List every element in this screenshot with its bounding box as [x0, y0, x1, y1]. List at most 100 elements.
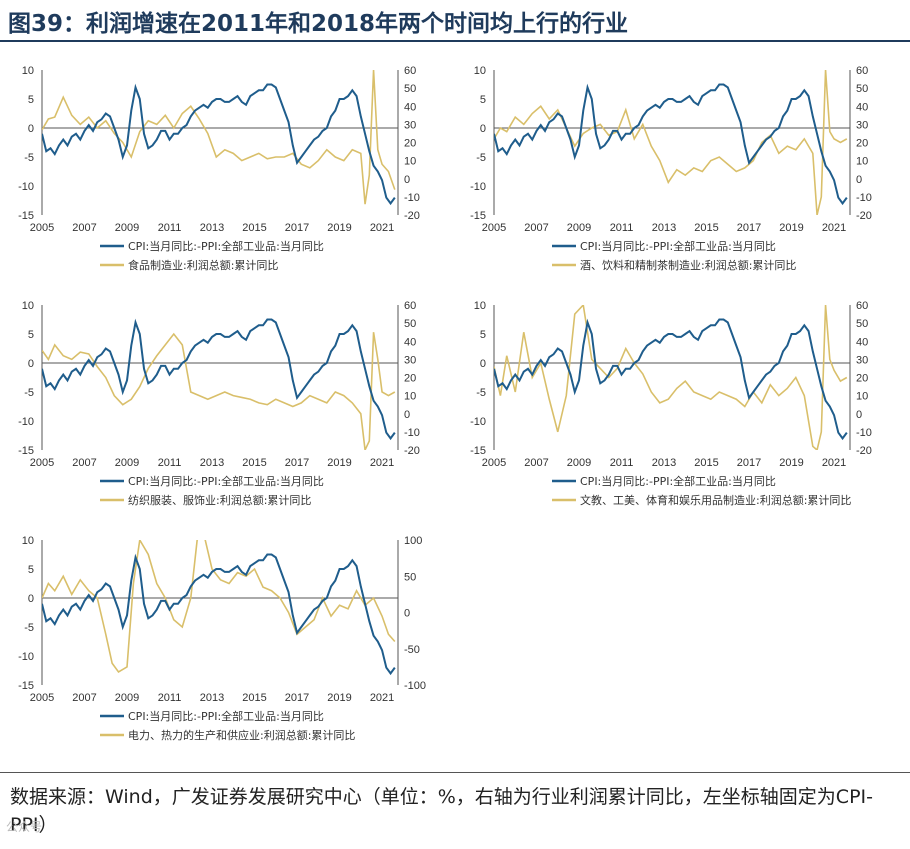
y-right-tick-label: -20 [404, 210, 420, 222]
x-tick-label: 2015 [694, 457, 718, 469]
y-left-tick-label: -10 [18, 416, 34, 428]
y-left-tick-label: 10 [474, 65, 486, 77]
x-tick-label: 2017 [737, 457, 761, 469]
cpi-ppi-line [42, 318, 396, 441]
y-right-tick-label: 40 [856, 336, 868, 348]
x-tick-label: 2019 [779, 457, 803, 469]
legend-label-cpi-ppi: CPI:当月同比:-PPI:全部工业品:当月同比 [580, 239, 776, 253]
x-tick-label: 2011 [158, 457, 182, 469]
y-left-tick-label: 10 [22, 300, 34, 312]
y-right-tick-label: 100 [404, 535, 422, 547]
y-right-tick-label: 20 [404, 373, 416, 385]
x-tick-label: 2011 [610, 457, 634, 469]
x-tick-label: 2013 [652, 222, 676, 234]
cpi-ppi-line [494, 83, 848, 206]
y-right-tick-label: -10 [404, 192, 420, 204]
x-tick-label: 2017 [285, 457, 309, 469]
cpi-ppi-line [42, 83, 396, 206]
y-left-tick-label: -10 [18, 181, 34, 193]
x-tick-label: 2013 [200, 692, 224, 704]
y-right-tick-label: 40 [404, 336, 416, 348]
x-tick-label: 2021 [822, 222, 846, 234]
x-tick-label: 2007 [524, 457, 548, 469]
x-tick-label: 2005 [30, 457, 54, 469]
x-tick-label: 2021 [370, 692, 394, 704]
y-left-tick-label: -5 [24, 622, 34, 634]
y-left-tick-label: -10 [470, 181, 486, 193]
x-tick-label: 2019 [779, 222, 803, 234]
y-right-tick-label: 30 [856, 354, 868, 366]
y-left-tick-label: -15 [18, 445, 34, 457]
y-right-tick-label: 50 [856, 83, 868, 95]
x-tick-label: 2005 [30, 692, 54, 704]
y-right-tick-label: 0 [856, 174, 862, 186]
x-tick-label: 2021 [822, 457, 846, 469]
x-tick-label: 2021 [370, 222, 394, 234]
x-tick-label: 2007 [72, 457, 96, 469]
y-right-tick-label: 20 [856, 138, 868, 150]
x-tick-label: 2017 [737, 222, 761, 234]
y-right-tick-label: -50 [404, 644, 420, 656]
y-right-tick-label: 0 [404, 174, 410, 186]
y-right-tick-label: 10 [856, 156, 868, 168]
y-right-tick-label: 10 [856, 391, 868, 403]
y-left-tick-label: 10 [22, 535, 34, 547]
y-right-tick-label: -20 [856, 445, 872, 457]
y-left-tick-label: 0 [480, 358, 486, 370]
y-left-tick-label: 5 [480, 94, 486, 106]
y-left-tick-label: 0 [28, 358, 34, 370]
cpi-ppi-line [42, 553, 396, 676]
y-right-tick-label: 0 [404, 409, 410, 421]
watermark: 公众号 [6, 820, 43, 834]
x-tick-label: 2021 [370, 457, 394, 469]
y-right-tick-label: 10 [404, 156, 416, 168]
y-left-tick-label: 10 [22, 65, 34, 77]
legend-label-cpi-ppi: CPI:当月同比:-PPI:全部工业品:当月同比 [580, 474, 776, 488]
source-note: 数据来源：Wind，广发证券发展研究中心（单位：%，右轴为行业利润累计同比，左坐… [10, 786, 873, 836]
y-left-tick-label: -5 [24, 152, 34, 164]
y-right-tick-label: 0 [856, 409, 862, 421]
legend-label-cpi-ppi: CPI:当月同比:-PPI:全部工业品:当月同比 [128, 239, 324, 253]
x-tick-label: 2013 [652, 457, 676, 469]
x-tick-label: 2007 [524, 222, 548, 234]
x-tick-label: 2017 [285, 222, 309, 234]
x-tick-label: 2017 [285, 692, 309, 704]
title-rule [0, 40, 910, 42]
y-right-tick-label: 0 [404, 608, 410, 620]
y-right-tick-label: 30 [404, 119, 416, 131]
y-left-tick-label: -15 [18, 680, 34, 692]
y-left-tick-label: -10 [18, 651, 34, 663]
y-left-tick-label: -15 [18, 210, 34, 222]
x-tick-label: 2009 [115, 457, 139, 469]
x-tick-label: 2005 [482, 222, 506, 234]
x-tick-label: 2011 [158, 222, 182, 234]
legend-label-industry: 纺织服装、服饰业:利润总额:累计同比 [128, 493, 311, 507]
industry-profit-line [494, 70, 848, 215]
y-right-tick-label: 60 [856, 300, 868, 312]
y-right-tick-label: 60 [404, 65, 416, 77]
y-right-tick-label: -20 [404, 445, 420, 457]
y-right-tick-label: -10 [404, 427, 420, 439]
legend-label-cpi-ppi: CPI:当月同比:-PPI:全部工业品:当月同比 [128, 709, 324, 723]
x-tick-label: 2013 [200, 222, 224, 234]
y-right-tick-label: 40 [404, 101, 416, 113]
y-right-tick-label: -10 [856, 192, 872, 204]
y-right-tick-label: 60 [404, 300, 416, 312]
y-right-tick-label: 30 [856, 119, 868, 131]
y-left-tick-label: 5 [28, 94, 34, 106]
y-left-tick-label: 0 [28, 123, 34, 135]
y-left-tick-label: -10 [470, 416, 486, 428]
plot-area [494, 305, 848, 450]
y-right-tick-label: -100 [404, 680, 426, 692]
industry-profit-line [42, 70, 396, 205]
y-right-tick-label: 20 [404, 138, 416, 150]
y-right-tick-label: 50 [404, 83, 416, 95]
page-title: 图39：利润增速在2011年和2018年两个时间均上行的行业 [8, 11, 629, 37]
y-left-tick-label: -5 [476, 152, 486, 164]
x-tick-label: 2005 [482, 457, 506, 469]
plot-area [42, 540, 396, 676]
legend-label-industry: 食品制造业:利润总额:累计同比 [128, 258, 278, 272]
